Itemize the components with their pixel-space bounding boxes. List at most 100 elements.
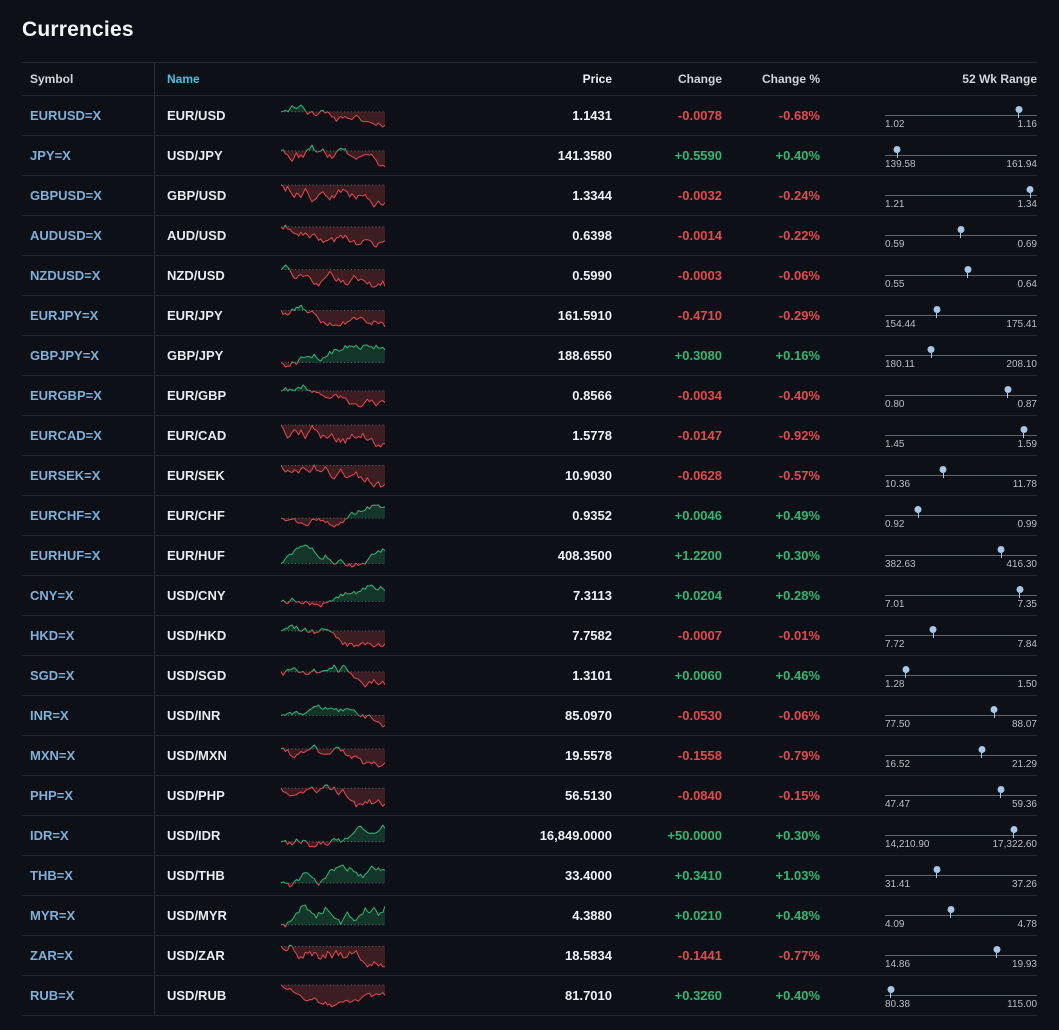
symbol-link[interactable]: CNY=X bbox=[30, 588, 74, 603]
symbol-link[interactable]: INR=X bbox=[30, 708, 69, 723]
fifty-two-week-range: 31.41 37.26 bbox=[885, 862, 1037, 890]
symbol-link[interactable]: EURHUF=X bbox=[30, 548, 101, 563]
range-high-label: 59.36 bbox=[1011, 798, 1037, 810]
symbol-link[interactable]: EURSEK=X bbox=[30, 468, 101, 483]
sparkline-image bbox=[281, 184, 385, 207]
symbol-link[interactable]: SGD=X bbox=[30, 668, 75, 683]
header-change[interactable]: Change bbox=[677, 72, 722, 86]
fifty-two-week-range: 16.52 21.29 bbox=[885, 742, 1037, 770]
symbol-link[interactable]: EURCHF=X bbox=[30, 508, 101, 523]
change-value: -0.1558 bbox=[677, 748, 722, 763]
sparkline-chart bbox=[267, 461, 397, 491]
table-row[interactable]: HKD=X USD/HKD 7.7582 -0.0007 -0.01% 7.72… bbox=[22, 616, 1037, 656]
range-track-line bbox=[885, 674, 1037, 676]
sparkline-chart bbox=[267, 541, 397, 571]
table-row[interactable]: EURJPY=X EUR/JPY 161.5910 -0.4710 -0.29%… bbox=[22, 296, 1037, 336]
range-marker-icon bbox=[1020, 425, 1028, 433]
table-row[interactable]: INR=X USD/INR 85.0970 -0.0530 -0.06% 77.… bbox=[22, 696, 1037, 736]
table-row[interactable]: THB=X USD/THB 33.4000 +0.3410 +1.03% 31.… bbox=[22, 856, 1037, 896]
symbol-link[interactable]: GBPUSD=X bbox=[30, 188, 102, 203]
change-percent: +0.49% bbox=[775, 508, 820, 523]
symbol-link[interactable]: EURUSD=X bbox=[30, 108, 102, 123]
change-value: -0.0530 bbox=[677, 708, 722, 723]
table-row[interactable]: MYR=X USD/MYR 4.3880 +0.0210 +0.48% 4.09… bbox=[22, 896, 1037, 936]
price-value: 161.5910 bbox=[557, 308, 612, 323]
symbol-link[interactable]: HKD=X bbox=[30, 628, 75, 643]
header-name[interactable]: Name bbox=[167, 72, 200, 86]
table-row[interactable]: MXN=X USD/MXN 19.5578 -0.1558 -0.79% 16.… bbox=[22, 736, 1037, 776]
fifty-two-week-range: 77.50 88.07 bbox=[885, 702, 1037, 730]
change-percent: -0.06% bbox=[778, 708, 820, 723]
table-row[interactable]: CNY=X USD/CNY 7.3113 +0.0204 +0.28% 7.01… bbox=[22, 576, 1037, 616]
price-value: 188.6550 bbox=[557, 348, 612, 363]
sparkline-image bbox=[281, 104, 385, 127]
symbol-link[interactable]: EURCAD=X bbox=[30, 428, 102, 443]
table-row[interactable]: IDR=X USD/IDR 16,849.0000 +50.0000 +0.30… bbox=[22, 816, 1037, 856]
symbol-link[interactable]: MXN=X bbox=[30, 748, 76, 763]
table-row[interactable]: JPY=X USD/JPY 141.3580 +0.5590 +0.40% 13… bbox=[22, 136, 1037, 176]
range-low-label: 47.47 bbox=[885, 798, 911, 810]
table-row[interactable]: GBPJPY=X GBP/JPY 188.6550 +0.3080 +0.16%… bbox=[22, 336, 1037, 376]
table-row[interactable]: EURCAD=X EUR/CAD 1.5778 -0.0147 -0.92% 1… bbox=[22, 416, 1037, 456]
table-row[interactable]: EURGBP=X EUR/GBP 0.8566 -0.0034 -0.40% 0… bbox=[22, 376, 1037, 416]
table-row[interactable]: PHP=X USD/PHP 56.5130 -0.0840 -0.15% 47.… bbox=[22, 776, 1037, 816]
table-row[interactable]: EURCHF=X EUR/CHF 0.9352 +0.0046 +0.49% 0… bbox=[22, 496, 1037, 536]
sparkline-image bbox=[281, 864, 385, 887]
range-marker-icon bbox=[933, 305, 941, 313]
symbol-link[interactable]: AUDUSD=X bbox=[30, 228, 102, 243]
range-high-label: 19.93 bbox=[1011, 958, 1037, 970]
change-percent: -0.79% bbox=[778, 748, 820, 763]
range-high-label: 37.26 bbox=[1011, 878, 1037, 890]
table-row[interactable]: AUDUSD=X AUD/USD 0.6398 -0.0014 -0.22% 0… bbox=[22, 216, 1037, 256]
symbol-link[interactable]: IDR=X bbox=[30, 828, 69, 843]
symbol-link[interactable]: MYR=X bbox=[30, 908, 76, 923]
fifty-two-week-range: 10.36 11.78 bbox=[885, 462, 1037, 490]
price-value: 1.3101 bbox=[572, 668, 612, 683]
range-high-label: 0.64 bbox=[1017, 278, 1037, 290]
table-row[interactable]: SGD=X USD/SGD 1.3101 +0.0060 +0.46% 1.28… bbox=[22, 656, 1037, 696]
sparkline-chart bbox=[267, 381, 397, 411]
symbol-link[interactable]: EURGBP=X bbox=[30, 388, 102, 403]
range-track bbox=[885, 343, 1037, 358]
table-row[interactable]: EURUSD=X EUR/USD 1.1431 -0.0078 -0.68% 1… bbox=[22, 96, 1037, 136]
symbol-link[interactable]: RUB=X bbox=[30, 988, 75, 1003]
sparkline-image bbox=[281, 744, 385, 767]
symbol-link[interactable]: JPY=X bbox=[30, 148, 71, 163]
sparkline-image bbox=[281, 384, 385, 407]
table-row[interactable]: GBPUSD=X GBP/USD 1.3344 -0.0032 -0.24% 1… bbox=[22, 176, 1037, 216]
sparkline-chart bbox=[267, 621, 397, 651]
table-row[interactable]: NZDUSD=X NZD/USD 0.5990 -0.0003 -0.06% 0… bbox=[22, 256, 1037, 296]
header-price[interactable]: Price bbox=[582, 72, 612, 86]
price-value: 0.5990 bbox=[572, 268, 612, 283]
change-value: +0.0060 bbox=[674, 668, 722, 683]
table-row[interactable]: EURHUF=X EUR/HUF 408.3500 +1.2200 +0.30%… bbox=[22, 536, 1037, 576]
sparkline-image bbox=[281, 944, 385, 967]
range-track bbox=[885, 263, 1037, 278]
range-track bbox=[885, 543, 1037, 558]
range-track-line bbox=[885, 914, 1037, 916]
table-row[interactable]: RUB=X USD/RUB 81.7010 +0.3260 +0.40% 80.… bbox=[22, 976, 1037, 1016]
range-high-label: 1.16 bbox=[1017, 118, 1037, 130]
range-track-line bbox=[885, 874, 1037, 876]
pair-name: GBP/USD bbox=[167, 188, 227, 203]
sparkline-image bbox=[281, 264, 385, 287]
symbol-link[interactable]: ZAR=X bbox=[30, 948, 73, 963]
header-change-percent[interactable]: Change % bbox=[761, 72, 820, 86]
header-symbol[interactable]: Symbol bbox=[22, 63, 155, 95]
range-track-line bbox=[885, 314, 1037, 316]
range-low-label: 10.36 bbox=[885, 478, 911, 490]
pair-name: EUR/USD bbox=[167, 108, 226, 123]
symbol-link[interactable]: GBPJPY=X bbox=[30, 348, 100, 363]
pair-name: USD/SGD bbox=[167, 668, 227, 683]
symbol-link[interactable]: NZDUSD=X bbox=[30, 268, 101, 283]
symbol-link[interactable]: EURJPY=X bbox=[30, 308, 99, 323]
table-row[interactable]: EURSEK=X EUR/SEK 10.9030 -0.0628 -0.57% … bbox=[22, 456, 1037, 496]
symbol-link[interactable]: PHP=X bbox=[30, 788, 73, 803]
header-52wk-range[interactable]: 52 Wk Range bbox=[962, 72, 1037, 86]
price-value: 4.3880 bbox=[572, 908, 612, 923]
range-low-label: 7.01 bbox=[885, 598, 905, 610]
symbol-link[interactable]: THB=X bbox=[30, 868, 73, 883]
range-track-line bbox=[885, 714, 1037, 716]
table-row[interactable]: ZAR=X USD/ZAR 18.5834 -0.1441 -0.77% 14.… bbox=[22, 936, 1037, 976]
fifty-two-week-range: 80.38 115.00 bbox=[885, 982, 1037, 1010]
